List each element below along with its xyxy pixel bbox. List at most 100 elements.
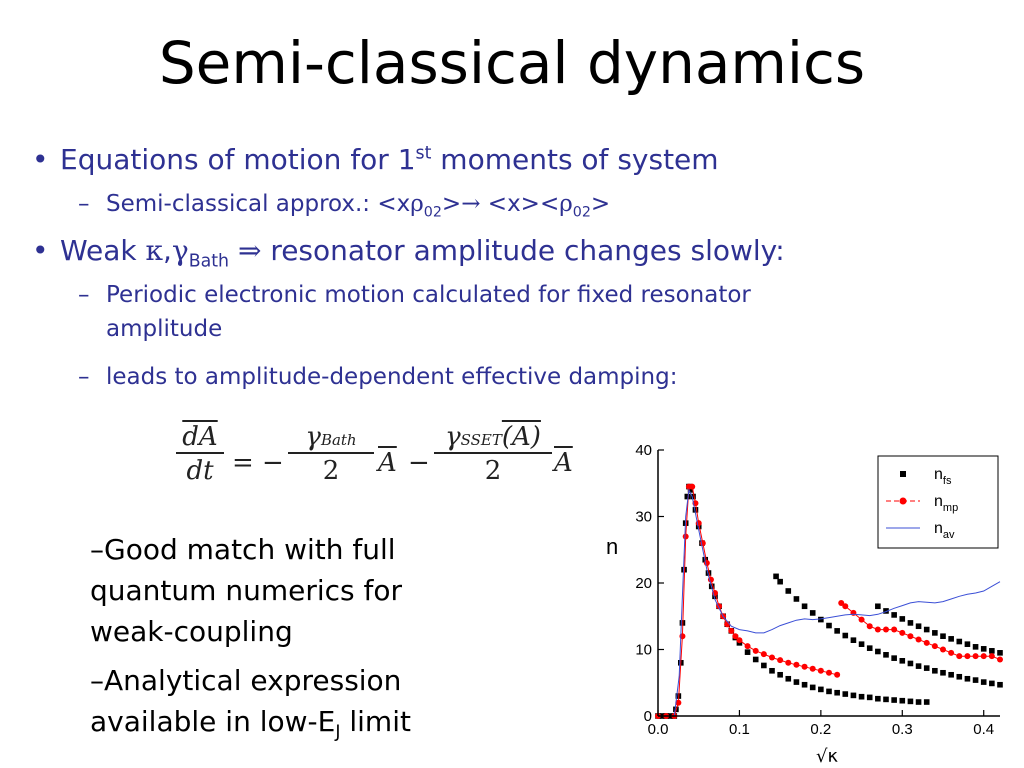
data-point-n_mp xyxy=(826,669,832,676)
bullet-1-text: Equations of motion for 1st moments of s… xyxy=(60,143,719,176)
data-point-n_mp xyxy=(866,623,873,630)
data-point-n_mp xyxy=(785,659,792,666)
data-point-n_mp xyxy=(964,653,971,660)
data-point-n_fs xyxy=(769,667,775,674)
data-point-n_fs xyxy=(923,665,930,671)
series-line-n_av xyxy=(658,488,1001,717)
data-point-n_fs xyxy=(793,679,800,685)
x-tick-label: 0.3 xyxy=(892,721,913,738)
data-point-n_mp xyxy=(883,626,889,633)
bullet-2-text: Weak κ,γBath ⇒ resonator amplitude chang… xyxy=(60,234,785,272)
legend-marker-n_mp xyxy=(899,497,907,505)
data-point-n_fs xyxy=(923,699,930,705)
data-point-n_fs xyxy=(932,667,938,674)
data-point-n_mp xyxy=(732,633,739,640)
amplitude-a2: A xyxy=(554,448,573,478)
data-point-n_mp xyxy=(760,651,767,658)
data-point-n_fs xyxy=(891,655,897,661)
data-point-n_fs xyxy=(793,596,800,602)
plot-area xyxy=(655,483,1003,719)
data-point-n_fs xyxy=(997,681,1003,688)
data-point-n_fs xyxy=(980,646,987,652)
series-line-n_mp xyxy=(840,602,1001,660)
legend-label-n_av: nav xyxy=(934,520,955,541)
occupation-chart: 0.0 0.1 0.2 0.3 0.4 0 10 20 30 40 n √κ nfs nmp nav xyxy=(606,442,1003,767)
data-point-n_mp xyxy=(834,671,841,678)
data-point-n_mp xyxy=(948,649,955,656)
data-point-n_mp xyxy=(801,663,808,670)
amplitude-a1: A xyxy=(378,448,397,478)
data-point-n_mp xyxy=(874,626,881,633)
data-point-n_fs xyxy=(907,620,914,626)
sub-bullet-1-text: Semi-classical approx.: <xρ02>→ <x><ρ02> xyxy=(106,191,611,221)
data-point-n_mp xyxy=(899,629,906,636)
data-point-n_fs xyxy=(891,697,897,703)
data-point-n_fs xyxy=(956,638,963,645)
data-point-n_mp xyxy=(777,657,784,664)
data-point-n_fs xyxy=(875,603,881,610)
data-point-n_fs xyxy=(809,684,816,691)
data-point-n_mp xyxy=(744,643,751,650)
note-1-line3: weak-coupling xyxy=(90,615,293,648)
data-point-n_fs xyxy=(850,637,857,643)
data-point-n_fs xyxy=(907,698,914,705)
data-point-n_fs xyxy=(915,663,922,669)
data-point-n_fs xyxy=(695,523,702,530)
data-point-n_fs xyxy=(891,612,897,618)
data-point-n_fs xyxy=(899,616,906,622)
sub-bullet-2-line1: Periodic electronic motion calculated fo… xyxy=(106,282,751,308)
data-point-n_fs xyxy=(948,636,954,642)
data-point-n_fs xyxy=(826,688,832,695)
y-tick-label: 20 xyxy=(635,575,652,592)
data-point-n_mp xyxy=(988,653,995,660)
data-point-n_fs xyxy=(980,679,987,685)
data-point-n_fs xyxy=(777,671,783,678)
sub-bullet-2-line2: amplitude xyxy=(106,316,223,342)
data-point-n_fs xyxy=(907,660,914,667)
data-point-n_fs xyxy=(705,570,712,576)
data-point-n_fs xyxy=(692,507,699,513)
legend-box xyxy=(877,455,999,549)
data-point-n_mp xyxy=(915,636,922,643)
data-point-n_fs xyxy=(785,675,792,682)
data-point-n_mp xyxy=(923,639,930,646)
data-point-n_fs xyxy=(850,692,857,699)
note-2-line2: available in low-EJ limit xyxy=(90,705,411,743)
data-point-n_fs xyxy=(964,675,971,682)
dash-mark: – xyxy=(78,191,90,217)
data-point-n_mp xyxy=(850,609,857,616)
data-point-n_fs xyxy=(875,648,881,655)
data-point-n_fs xyxy=(687,487,694,493)
damping-equation: dA dt = − γBath 2 A − γSSET(A) 2 A xyxy=(176,420,576,500)
equals-minus: = − xyxy=(232,448,284,478)
bullet-mark: • xyxy=(32,143,49,176)
data-point-n_fs xyxy=(866,645,873,651)
axis-ticks: 0.0 0.1 0.2 0.3 0.4 0 10 20 30 40 xyxy=(635,442,994,738)
note-1-line1: –Good match with full xyxy=(90,533,396,566)
data-point-n_mp xyxy=(838,599,845,606)
sub-bullet-3-text: leads to amplitude-dependent effective d… xyxy=(106,364,678,390)
data-point-n_fs xyxy=(972,644,979,650)
data-point-n_fs xyxy=(842,691,849,697)
x-axis-label: √κ xyxy=(816,746,838,767)
data-point-n_mp xyxy=(956,653,963,660)
data-point-n_fs xyxy=(997,650,1003,656)
dash-mark: – xyxy=(78,364,90,390)
x-tick-label: 0.2 xyxy=(810,721,831,738)
data-point-n_mp xyxy=(842,603,849,610)
data-point-n_fs xyxy=(915,623,922,630)
data-point-n_mp xyxy=(769,654,775,661)
data-point-n_fs xyxy=(899,697,906,704)
bullet-mark: • xyxy=(32,234,49,267)
x-tick-label: 0.4 xyxy=(973,721,994,738)
data-point-n_mp xyxy=(997,656,1003,663)
lhs-fraction: dA dt xyxy=(176,424,224,484)
data-point-n_fs xyxy=(858,641,865,647)
data-point-n_fs xyxy=(809,610,816,616)
data-point-n_mp xyxy=(817,667,824,674)
data-point-n_mp xyxy=(793,661,800,668)
data-point-n_fs xyxy=(899,658,906,664)
data-point-n_fs xyxy=(712,593,718,600)
data-point-n_fs xyxy=(989,680,995,687)
data-point-n_fs xyxy=(932,630,938,636)
